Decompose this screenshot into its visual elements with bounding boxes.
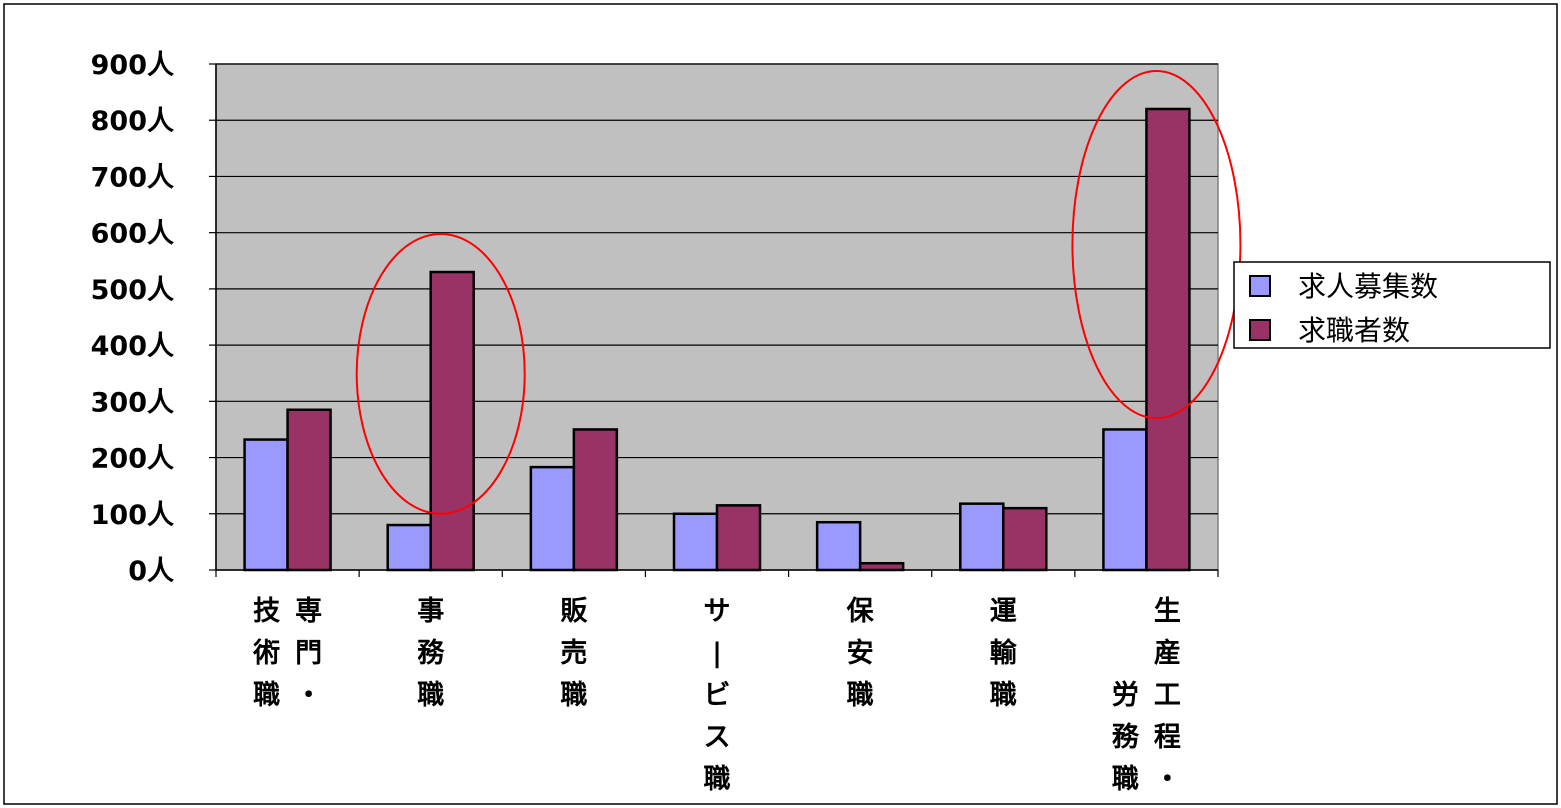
x-category-label: 専門・ [295, 596, 322, 711]
x-axis-labels: 技術職専門・ 事務職 販売職 サ|ビス職 保安職 運輸職労務職生産工程・ [252, 596, 1181, 795]
x-category-label: 技術職 [252, 596, 280, 711]
highlight-ellipse [355, 233, 526, 515]
x-category-label: 労務職 [1112, 680, 1140, 795]
y-tick-label: 300人 [91, 387, 174, 418]
bar-job-openings [529, 465, 576, 572]
legend-swatch [1249, 319, 1271, 341]
y-tick-label: 600人 [91, 219, 174, 250]
legend-box [1233, 261, 1551, 349]
bar-job-seekers [858, 562, 905, 572]
y-tick-label: 0人 [128, 556, 174, 587]
y-tick-label: 500人 [91, 275, 174, 306]
bar-job-openings [1102, 428, 1148, 572]
bar-job-openings [672, 512, 719, 572]
highlight-ellipse [1071, 69, 1242, 420]
bar-job-seekers [1145, 107, 1191, 572]
y-tick-label: 100人 [91, 500, 174, 531]
plot-area [215, 63, 1219, 571]
axes [215, 64, 1219, 577]
bar-job-openings [959, 502, 1005, 572]
bar-job-seekers [429, 270, 475, 572]
x-category-label: 運輸職 [990, 596, 1018, 711]
bar-job-seekers [1002, 506, 1048, 572]
bar-job-openings [815, 520, 862, 572]
y-tick-label: 700人 [91, 162, 174, 193]
legend-label: 求職者数 [1298, 314, 1410, 347]
y-tick-label: 800人 [91, 106, 174, 137]
gridlines [216, 63, 1218, 515]
bar-job-seekers [715, 504, 762, 572]
x-category-label: 保安職 [846, 596, 875, 711]
bar-job-seekers [286, 408, 332, 572]
bar-job-openings [243, 438, 289, 572]
x-category-label: 事務職 [417, 596, 445, 711]
legend-label: 求人募集数 [1298, 270, 1438, 303]
y-axis-ticks: 0人 100人 200人 300人 400人 500人 600人 700人 800人 900人 [91, 50, 216, 587]
highlight-ellipses [355, 69, 1242, 515]
bar-job-seekers [572, 428, 619, 572]
x-category-label: 生産工程・ [1154, 596, 1181, 795]
y-tick-label: 200人 [91, 444, 174, 475]
x-category-label: 販売職 [560, 596, 588, 711]
legend-swatch [1249, 275, 1271, 297]
y-tick-label: 900人 [91, 50, 174, 81]
y-tick-label: 400人 [91, 331, 174, 362]
bars [243, 107, 1191, 572]
x-category-label: サ|ビス職 [704, 596, 731, 795]
bar-job-openings [386, 523, 432, 572]
